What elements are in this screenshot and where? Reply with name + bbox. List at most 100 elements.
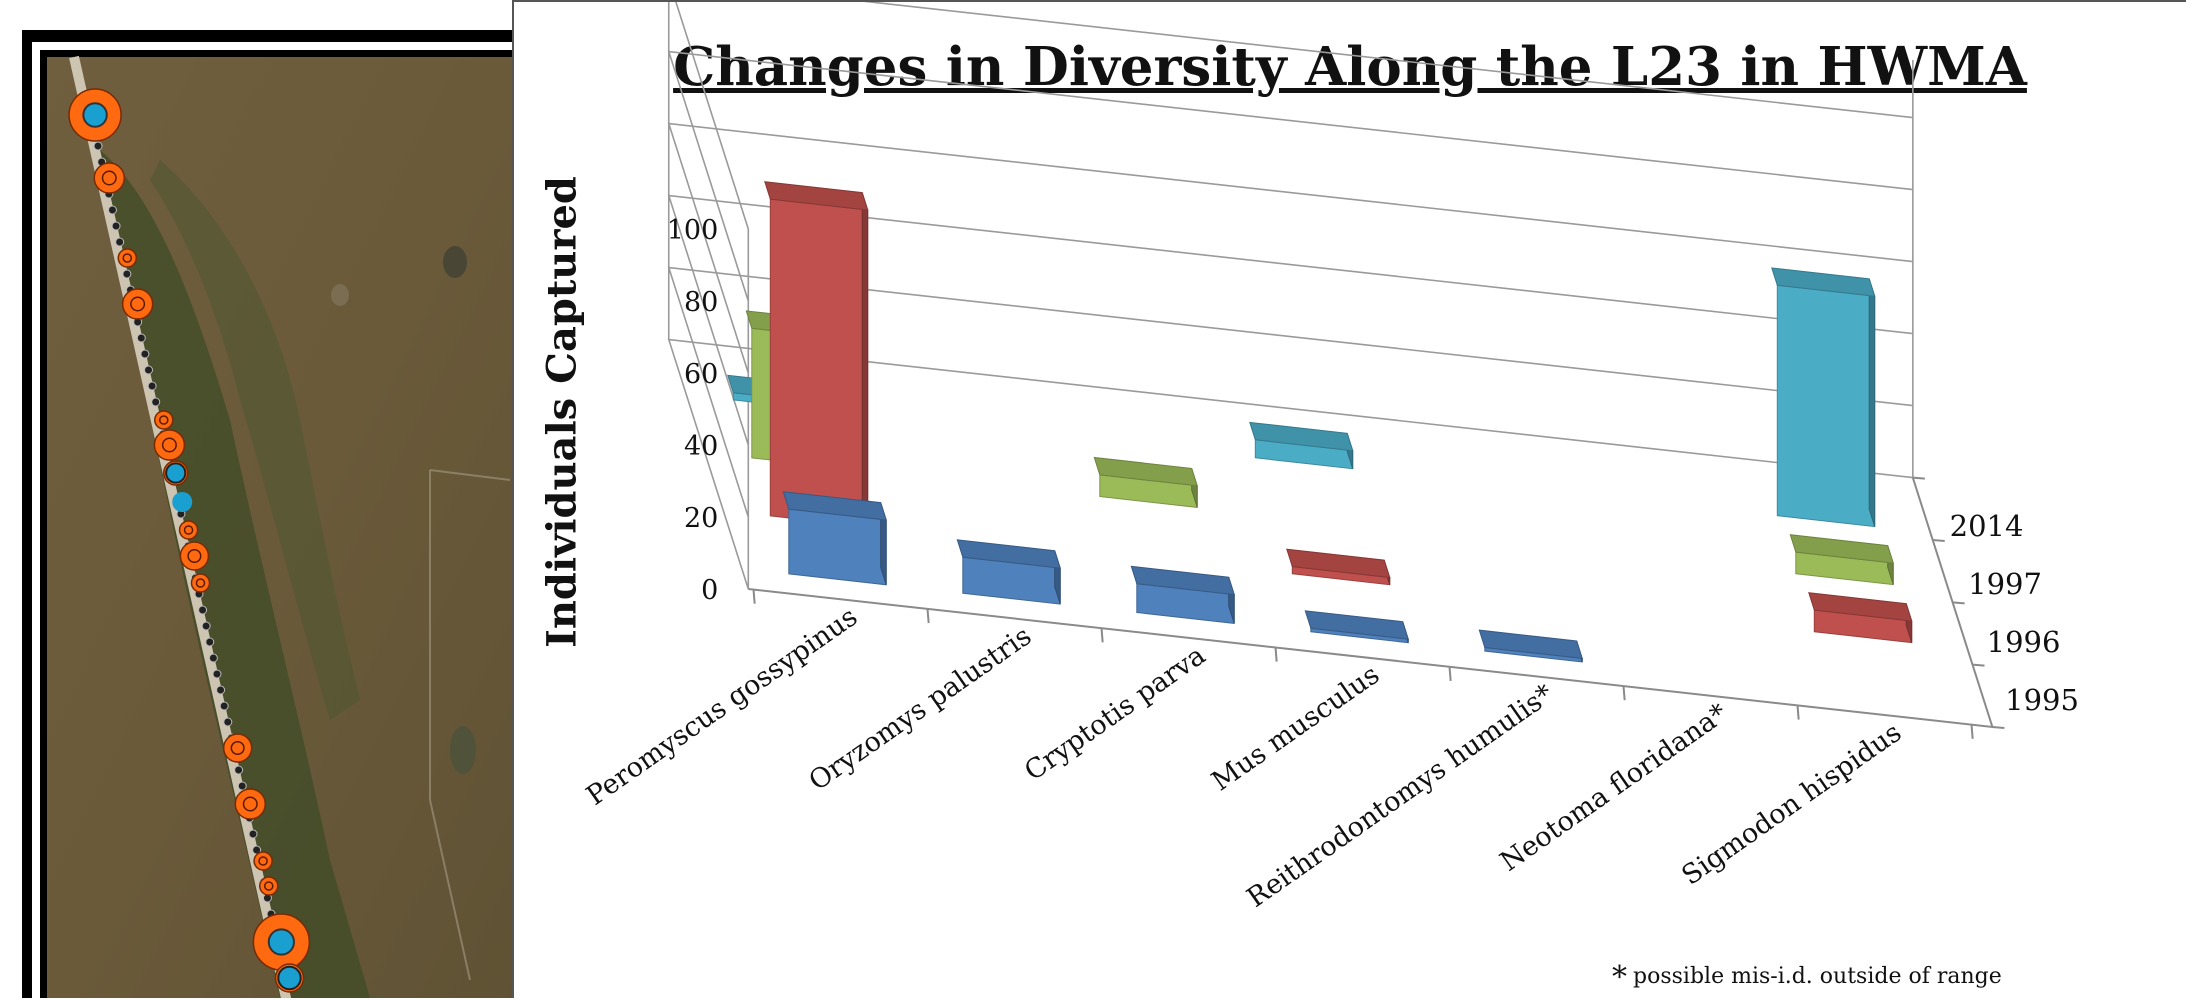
x-tick <box>752 589 756 604</box>
trap-dot <box>198 605 208 615</box>
x-tick <box>1622 686 1626 701</box>
bar-1995-5 <box>1478 629 1583 663</box>
trap-marker <box>222 733 253 763</box>
bar-1996-7 <box>1808 592 1913 644</box>
x-tick <box>1274 647 1278 662</box>
bar-1996-1 <box>764 181 869 528</box>
trap-dot <box>122 269 132 279</box>
bar-top-face <box>1771 267 1876 297</box>
trap-dot <box>212 669 222 679</box>
y-tick-label: 40 <box>684 431 718 462</box>
bar-top-face <box>1808 592 1913 622</box>
trap-dot <box>201 621 211 631</box>
trap-dot <box>151 397 161 407</box>
vegetation-strip-2 <box>150 160 360 720</box>
trap-marker <box>121 288 154 320</box>
x-tick <box>926 608 930 624</box>
trap-marker <box>93 162 126 194</box>
trap-marker <box>179 541 210 571</box>
depth-tick <box>1952 601 1965 605</box>
bar-front-face <box>769 198 869 528</box>
vegetation-strip <box>95 150 370 998</box>
x-tick <box>1100 628 1104 643</box>
trap-marker <box>253 851 273 871</box>
trap-dot <box>147 381 157 391</box>
trap-dot <box>107 205 117 215</box>
depth-tick <box>1932 538 1945 542</box>
bar-1995-1 <box>782 491 887 586</box>
category-label: Cryptotis parva <box>1019 640 1211 787</box>
map-panel <box>0 0 515 998</box>
trap-marker-inner <box>263 881 274 891</box>
trap-marker-inner <box>165 462 187 484</box>
trap-marker-inner <box>82 102 108 128</box>
trap-marker-inner <box>187 548 202 564</box>
category-label: Mus musculus <box>1206 659 1385 797</box>
trap-dot <box>219 701 229 711</box>
bar-1995-2 <box>956 539 1061 605</box>
trap-markers <box>68 88 311 993</box>
bar-side-face <box>1868 278 1876 527</box>
trap-dot <box>248 829 258 839</box>
trap-dot <box>216 685 226 695</box>
bar-1997-3 <box>1093 456 1198 508</box>
y-tick-label: 20 <box>684 503 718 534</box>
bar-1995-4 <box>1304 610 1409 644</box>
trap-marker <box>154 410 174 430</box>
series-label-1997: 1997 <box>1968 567 2042 601</box>
y-tick-label: 80 <box>684 287 718 318</box>
trap-marker <box>190 573 211 593</box>
bar-1996-4 <box>1286 548 1391 586</box>
bar-front-face <box>1776 284 1876 528</box>
floor-edge <box>748 477 1994 729</box>
trap-dot <box>111 221 121 231</box>
trap-dot <box>237 781 247 791</box>
category-label: Sigmodon hispidus <box>1676 717 1907 892</box>
bar-top-face <box>1286 548 1391 579</box>
trap-dot <box>205 637 215 647</box>
trap-dot <box>140 349 150 359</box>
y-tick-label: 60 <box>684 359 718 390</box>
trap-marker-inner <box>277 965 302 991</box>
depth-tick <box>1912 476 1925 480</box>
trap-marker-inner <box>183 525 194 535</box>
chart-panel: Changes in Diversity Along the L23 in HW… <box>512 0 2186 998</box>
category-label: Oryzomys palustris <box>803 621 1037 798</box>
bar-1997-7 <box>1789 534 1894 586</box>
gridline <box>675 2 1913 230</box>
trap-marker-inner <box>267 928 295 956</box>
series-label-1996: 1996 <box>1987 625 2061 659</box>
x-tick <box>1448 666 1452 682</box>
trap-marker-inner <box>122 253 133 263</box>
trap-marker <box>117 248 138 268</box>
trap-marker <box>178 520 199 540</box>
trap-marker <box>172 492 193 512</box>
footnote: * possible mis-i.d. outside of range <box>1612 960 2002 995</box>
trap-marker-inner <box>161 437 177 453</box>
trap-dot <box>208 653 218 663</box>
trap-marker-inner <box>242 796 258 812</box>
depth-tick <box>1972 663 1985 667</box>
aerial-map <box>22 30 515 998</box>
bar-2014-7 <box>1771 267 1876 528</box>
bar-top-face <box>782 491 887 521</box>
trap-dot <box>93 141 103 151</box>
bar-2014-4 <box>1249 421 1354 470</box>
bar-top-face <box>1130 565 1235 596</box>
bar-top-face <box>1478 629 1583 659</box>
depth-tick <box>1992 726 2005 730</box>
bar-top-face <box>1249 421 1354 452</box>
trap-marker-inner <box>195 578 206 588</box>
bar-top-face <box>1093 456 1198 487</box>
x-tick <box>1796 705 1800 720</box>
trap-dot <box>115 237 125 247</box>
trap-marker-inner <box>158 415 169 425</box>
x-tick <box>1970 724 1974 739</box>
bar-front-face <box>788 508 887 586</box>
bar-top-face <box>764 181 869 211</box>
trap-marker-inner <box>130 296 146 312</box>
footnote-text: possible mis-i.d. outside of range <box>1633 964 2002 989</box>
trap-marker-inner <box>230 740 245 756</box>
chart-title: Changes in Diversity Along the L23 in HW… <box>673 36 2027 98</box>
